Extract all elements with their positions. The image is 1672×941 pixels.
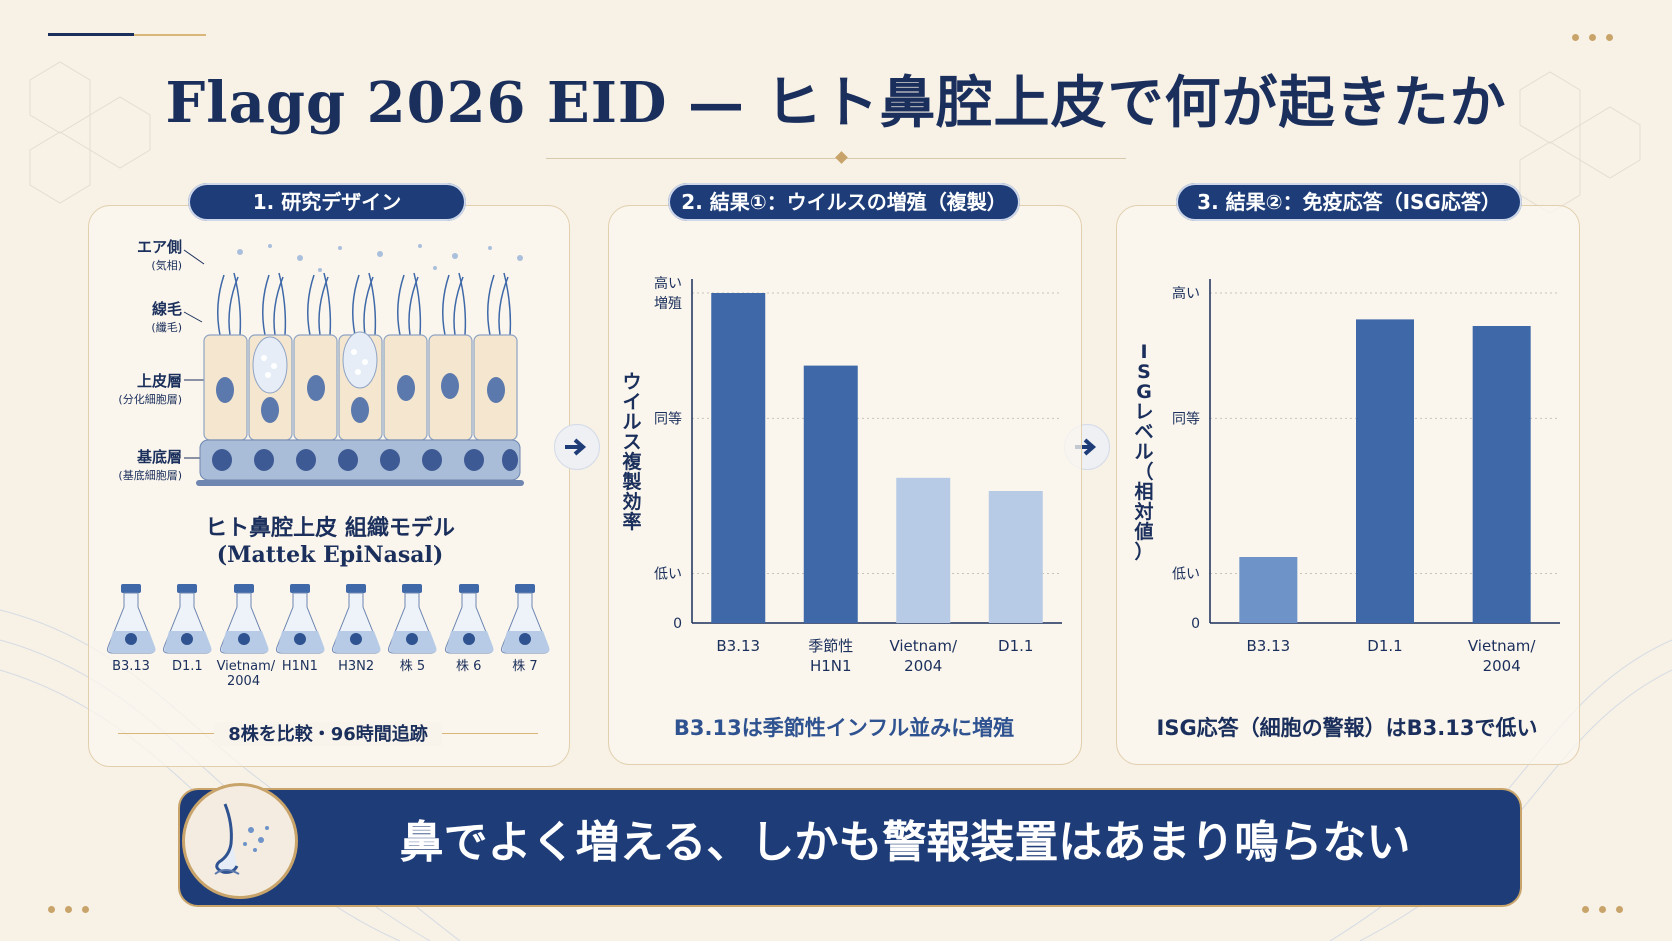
x-tick-label: B3.13 (716, 637, 760, 655)
x-tick-label: B3.13 (1246, 637, 1290, 655)
bar (1356, 319, 1414, 623)
strain-label: H3N2 (338, 659, 375, 674)
nose-icon (214, 803, 269, 875)
y-axis-label: ウイルス複製効率 (621, 371, 642, 533)
flask-icon (500, 584, 550, 654)
bar (988, 491, 1043, 623)
y-tick-label: 高い増殖 (654, 275, 682, 312)
x-tick-label: Vietnam/2004 (889, 637, 958, 675)
conclusion-banner (178, 788, 1522, 907)
bar (1239, 557, 1298, 623)
bar (1472, 326, 1531, 623)
panel1-heading: 1. 研究デザイン (188, 183, 466, 221)
flask-strain-1: B3.13 (104, 583, 158, 703)
tissue-model-title: ヒト鼻腔上皮 組織モデル (205, 516, 455, 541)
bar (711, 293, 766, 623)
strain-label: 株 7 (512, 659, 538, 674)
y-tick-label: 同等 (654, 410, 682, 427)
decor-dots-bottom-right (1582, 906, 1623, 913)
panel3-heading: 3. 結果②：免疫応答（ISG応答） (1176, 183, 1522, 221)
y-tick-label: 高い (1172, 285, 1200, 302)
flask-icon (388, 584, 437, 654)
flask-strain-2: D1.1 (160, 583, 214, 703)
bar (896, 477, 951, 623)
y-tick-label: 0 (1191, 616, 1200, 632)
caption-backdrop (214, 722, 442, 746)
flask-icon (107, 584, 156, 654)
strain-flask-row: B3.13 D1.1 Vietnam/ 2004 H1N1 H3N2 株 5 株… (104, 583, 552, 703)
flask-icon (332, 584, 381, 654)
strain-label: 株 6 (455, 659, 482, 674)
epithelium-illustration (183, 244, 524, 486)
panel2-heading: 2. 結果①：ウイルスの増殖（複製） (668, 183, 1020, 221)
flow-arrow-1 (554, 424, 600, 470)
strain-label: H1N1 (281, 659, 318, 674)
decor-dots-top-right (1572, 34, 1613, 41)
bar (803, 365, 858, 623)
conclusion-text: 鼻でよく増える、しかも警報装置はあまり鳴らない (399, 817, 1411, 868)
strain-label: D1.1 (171, 659, 203, 674)
flask-icon (444, 584, 494, 654)
strain-label: 株 5 (399, 659, 426, 674)
flask-strain-8: 株 7 (498, 583, 552, 703)
panel3-caption: ISG応答（細胞の警報）はB3.13で低い (1156, 716, 1538, 740)
label-epithelial-layer: 上皮層 (分化細胞層) (118, 372, 182, 406)
panel1-caption: 8株を比較・96時間追跡 (228, 724, 428, 745)
flask-icon (163, 584, 212, 654)
x-tick-label: Vietnam/2004 (1468, 637, 1537, 675)
flask-strain-3: Vietnam/ 2004 (216, 583, 276, 703)
x-tick-label: D1.1 (998, 637, 1033, 655)
top-accent-line-gold (134, 34, 206, 36)
strain-label: Vietnam/ 2004 (216, 659, 276, 689)
x-tick-label: D1.1 (1367, 637, 1402, 655)
arrow-right-icon (565, 438, 587, 456)
decor-dots-bottom-left (48, 906, 89, 913)
flask-strain-5: H3N2 (329, 583, 383, 703)
flask-strain-6: 株 5 (385, 583, 439, 703)
flask-strain-7: 株 6 (442, 583, 496, 703)
panel2-caption: B3.13は季節性インフル並みに増殖 (673, 716, 1015, 740)
y-tick-label: 低い (654, 567, 682, 583)
flask-strain-4: H1N1 (273, 583, 327, 703)
label-air-side: エア側 (気相) (136, 238, 182, 272)
y-axis-label: I S G レベル（相対値） (1133, 341, 1153, 563)
nose-icon-badge (182, 783, 298, 899)
flask-icon (275, 584, 325, 654)
label-cilia: 線毛 (纖毛) (151, 300, 182, 334)
strain-label: B3.13 (112, 659, 150, 674)
y-tick-label: 同等 (1172, 410, 1200, 427)
tissue-model-subtitle: (Mattek EpiNasal) (216, 542, 444, 568)
top-accent-line (48, 33, 134, 36)
page-title: Flagg 2026 EID — ヒト鼻腔上皮で何が起きたか (165, 70, 1507, 136)
x-tick-label: 季節性 H1N1 (808, 637, 853, 675)
y-tick-label: 0 (673, 616, 682, 632)
label-basal-layer: 基底層 (基底細胞層) (118, 448, 182, 482)
flask-icon (219, 584, 269, 654)
y-tick-label: 低い (1172, 567, 1200, 583)
